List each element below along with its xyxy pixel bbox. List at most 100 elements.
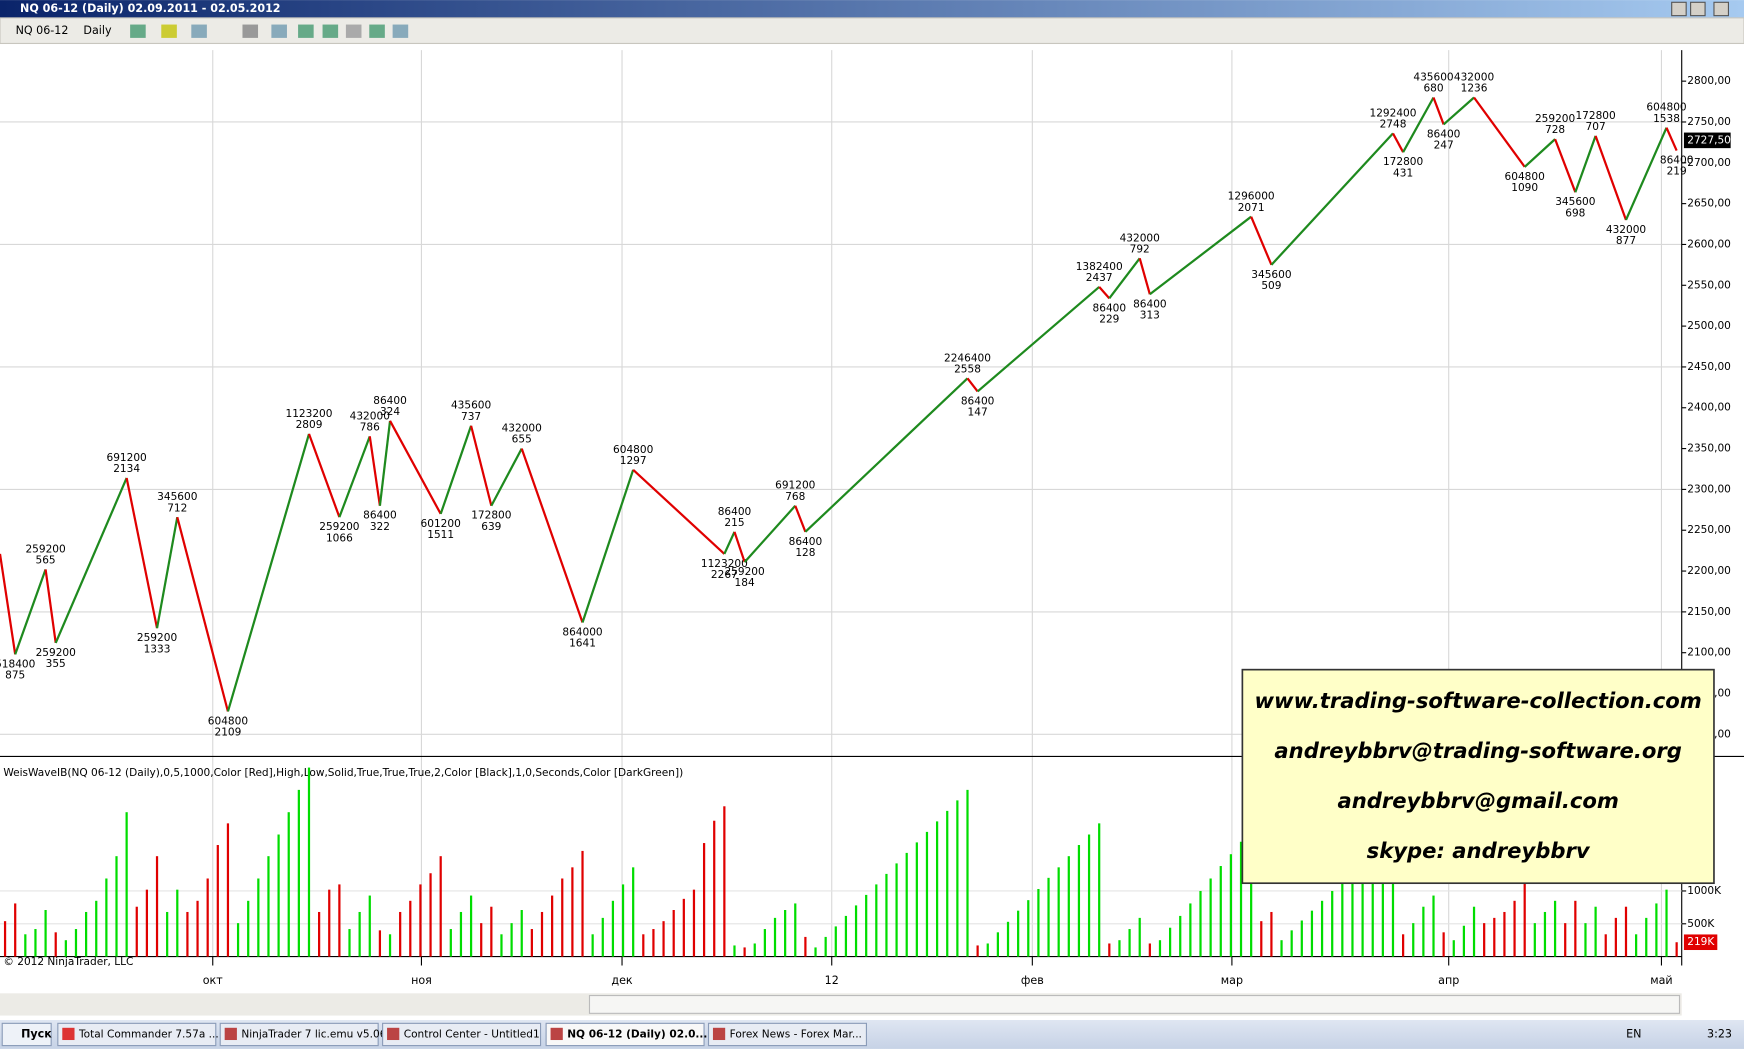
wave-volume-label: 864000 (562, 627, 603, 639)
wave-time-label: 2134 (113, 463, 140, 475)
wave-volume-label: 432000 (502, 423, 543, 435)
wave-time-label: 1090 (1511, 182, 1538, 194)
wave-volume-label: 259200 (319, 521, 360, 533)
wave-time-label: 1333 (144, 643, 171, 655)
cursor-button[interactable] (242, 24, 259, 38)
interval-dropdown[interactable]: Daily (83, 24, 112, 37)
wave-segment (1432, 97, 1445, 125)
minimize[interactable] (1671, 1, 1687, 17)
x-tick-label: ноя (411, 974, 432, 987)
volume-bar (1239, 841, 1243, 957)
wave-volume-label: 259200 (25, 543, 66, 555)
task-label[interactable]: NinjaTrader 7 lic.emu v5.06 (241, 1028, 386, 1040)
indicator-label: WeisWaveIB(NQ 06-12 (Daily),0,5,1000,Col… (3, 767, 683, 779)
volume-bar (84, 911, 88, 957)
wave-time-label: 509 (1261, 280, 1281, 292)
volume-bar (368, 895, 371, 957)
volume-bar (307, 767, 311, 957)
volume-bar (773, 917, 777, 957)
window-button[interactable] (392, 24, 409, 38)
wave-segment (368, 436, 382, 506)
wave-segment (1554, 138, 1577, 193)
volume-bar (166, 911, 169, 957)
properties-button[interactable] (345, 24, 362, 38)
wave-volume-label: 345600 (1555, 196, 1596, 208)
data-button[interactable] (369, 24, 385, 38)
volume-bar (500, 934, 503, 957)
bar-type-button[interactable] (130, 24, 146, 38)
volume-bar (1260, 921, 1263, 957)
volume-bar (713, 820, 716, 957)
volume-bar (804, 936, 807, 957)
x-tick-label: апр (1438, 974, 1459, 987)
volume-bar (956, 800, 959, 957)
volume-bar (946, 810, 949, 957)
volume-bar (1320, 900, 1324, 957)
start-label[interactable]: Пуск (21, 1027, 52, 1040)
wave-time-label: 128 (795, 547, 815, 559)
volume-bar (1168, 927, 1172, 957)
task-label[interactable]: NQ 06-12 (Daily) 02.0... (567, 1028, 707, 1040)
task-label[interactable]: Control Center - Untitled1 (404, 1028, 540, 1040)
volume-bar (1402, 934, 1405, 957)
toolbar-icons[interactable] (130, 24, 409, 38)
volume-tick-label: 500K (1687, 918, 1715, 930)
wave-segment (389, 420, 442, 515)
volume-bar (1087, 834, 1091, 957)
volume-bar (1391, 831, 1395, 957)
scroll-thumb[interactable] (588, 994, 1681, 1014)
volume-bar (1604, 934, 1607, 957)
task-button[interactable] (57, 1022, 217, 1047)
wave-segment (490, 448, 523, 507)
maximize[interactable] (1690, 1, 1706, 17)
volume-bar (1513, 900, 1516, 957)
wave-segment (520, 448, 584, 623)
wave-time-label: 768 (785, 491, 805, 503)
tool-button[interactable] (191, 24, 207, 38)
volume-bar (763, 929, 766, 957)
volume-bar (1442, 932, 1445, 957)
volume-bar (986, 943, 989, 957)
draw-button[interactable] (161, 24, 177, 38)
task-button[interactable] (219, 1022, 379, 1047)
title-bar (0, 0, 1744, 18)
volume-bar (1412, 923, 1415, 957)
volume-bar (662, 921, 665, 957)
task-button[interactable] (545, 1022, 705, 1047)
volume-bar (1584, 923, 1587, 957)
volume-bar (1108, 943, 1111, 957)
wave-segment (1442, 96, 1475, 126)
task-label[interactable]: Total Commander 7.57a ... (78, 1028, 219, 1040)
zoom-button[interactable] (271, 24, 287, 38)
volume-bar (1594, 906, 1597, 957)
task-label[interactable]: Forex News - Forex Mar... (730, 1028, 862, 1040)
volume-bar (692, 889, 696, 957)
window-controls[interactable] (1671, 1, 1729, 17)
language[interactable]: EN (1626, 1027, 1641, 1040)
contact-line: skype: andreybbrv (1367, 838, 1591, 863)
wave-segment (378, 420, 392, 506)
wave-volume-label: 172800 (1575, 110, 1616, 122)
indicator-button[interactable] (298, 24, 314, 38)
wave-segment (1098, 286, 1111, 300)
volume-bar (551, 895, 554, 957)
volume-bar (328, 889, 331, 957)
wave-time-label: 184 (735, 577, 755, 589)
volume-bar (1270, 911, 1273, 957)
instrument-dropdown[interactable]: NQ 06-12 (16, 24, 69, 37)
volume-bar (34, 929, 37, 957)
volume-bar (976, 945, 979, 957)
wave-segment (966, 377, 979, 393)
y-tick-label: 2500,00 (1687, 320, 1731, 332)
wave-time-label: 1066 (326, 532, 353, 544)
y-tick-label: 2650,00 (1687, 198, 1731, 210)
close[interactable] (1713, 1, 1729, 17)
copyright: © 2012 NinjaTrader, LLC (3, 956, 133, 968)
y-tick-label: 2150,00 (1687, 606, 1731, 618)
strategy-button[interactable] (322, 24, 339, 38)
task-button[interactable] (707, 1022, 867, 1047)
volume-bar (1422, 906, 1425, 957)
y-tick-label: 2200,00 (1687, 565, 1731, 577)
start-button[interactable] (1, 1022, 52, 1047)
task-button[interactable] (382, 1022, 542, 1047)
